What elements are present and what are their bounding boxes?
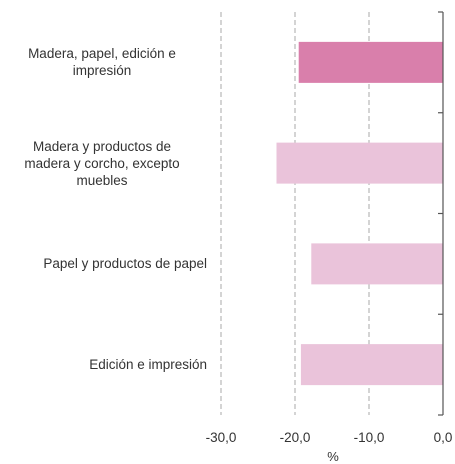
x-tick-label: -30,0 [206, 430, 237, 445]
category-label: Madera, papel, edición e impresión [0, 45, 207, 79]
category-label-line: madera y corcho, excepto [24, 155, 180, 171]
category-label-line: Madera, papel, edición e [28, 46, 176, 62]
category-label: Madera y productos de madera y corcho, ex… [0, 138, 207, 189]
bar-2 [311, 243, 443, 285]
category-label-line: impresión [72, 63, 132, 79]
x-tick-label: -10,0 [354, 430, 385, 445]
x-axis-title: % [327, 449, 339, 464]
bar-3 [300, 344, 443, 386]
bar-0 [298, 41, 443, 83]
category-label-line: Madera y productos de [32, 138, 172, 154]
category-label-line: Edición e impresión [89, 357, 207, 373]
category-label: Edición e impresión [0, 356, 207, 373]
category-label-line: Papel y productos de papel [43, 256, 207, 272]
x-tick-label: 0,0 [434, 430, 453, 445]
x-tick-label: -20,0 [280, 430, 311, 445]
category-label: Papel y productos de papel [0, 255, 207, 272]
bar-1 [276, 142, 443, 184]
category-label-line: muebles [76, 172, 128, 188]
